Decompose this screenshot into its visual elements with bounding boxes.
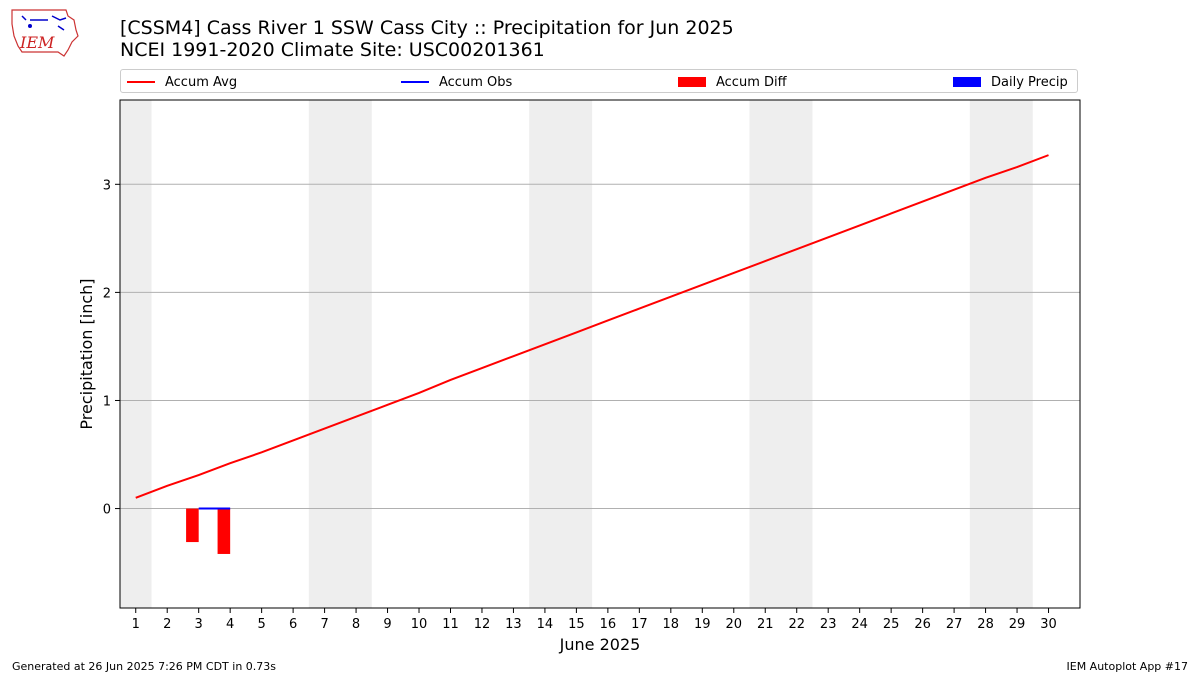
- app-label: IEM Autoplot App #17: [1066, 660, 1189, 673]
- y-tick-label: 3: [103, 178, 111, 193]
- legend-item-accum-avg: Accum Avg: [127, 73, 237, 91]
- x-tick-label: 13: [505, 617, 522, 632]
- x-tick-label: 30: [1040, 617, 1057, 632]
- y-axis-ticks: 0 1 2 3: [103, 178, 120, 518]
- weekend-band: [749, 100, 813, 608]
- y-axis-label: Precipitation [inch]: [77, 278, 96, 429]
- x-tick-label: 12: [474, 617, 491, 632]
- series-line-accum-avg: [135, 154, 1049, 499]
- iem-logo: IEM: [11, 9, 79, 57]
- x-tick-label: 19: [694, 617, 711, 632]
- legend-label-accum-obs: Accum Obs: [439, 74, 513, 90]
- weekend-band: [969, 100, 1033, 608]
- y-tick-label: 0: [103, 503, 111, 518]
- legend-swatch-accum-obs: [401, 81, 429, 83]
- legend: Accum Avg Accum Obs Accum Diff Daily Pre…: [120, 69, 1078, 93]
- x-tick-label: 8: [352, 617, 360, 632]
- x-tick-label: 9: [383, 617, 391, 632]
- generated-timestamp: Generated at 26 Jun 2025 7:26 PM CDT in …: [12, 660, 277, 673]
- legend-item-accum-obs: Accum Obs: [401, 73, 512, 91]
- legend-label-accum-avg: Accum Avg: [165, 74, 238, 90]
- x-tick-label: 2: [163, 617, 171, 632]
- legend-label-accum-diff: Accum Diff: [716, 74, 787, 90]
- weekend-band: [529, 100, 593, 608]
- x-tick-label: 15: [568, 617, 585, 632]
- logo-text: IEM: [19, 33, 55, 52]
- x-axis-label: June 2025: [559, 635, 641, 654]
- legend-item-accum-diff: Accum Diff: [678, 73, 787, 91]
- weekend-band: [308, 100, 372, 608]
- y-tick-label: 2: [103, 286, 111, 301]
- x-tick-label: 27: [946, 617, 963, 632]
- x-tick-label: 25: [883, 617, 900, 632]
- x-tick-label: 21: [757, 617, 774, 632]
- x-tick-label: 6: [289, 617, 297, 632]
- x-tick-label: 4: [226, 617, 234, 632]
- x-tick-label: 17: [631, 617, 648, 632]
- weekend-band: [120, 100, 152, 608]
- x-tick-label: 20: [725, 617, 742, 632]
- y-tick-label: 1: [103, 394, 111, 409]
- x-tick-label: 1: [132, 617, 140, 632]
- x-tick-label: 16: [600, 617, 617, 632]
- x-tick-label: 3: [195, 617, 203, 632]
- x-axis-ticks: 1 2 3 4 5 6 7 8 9 10 11 12 13 14 15 16 17 18 19 20 21 22 23 24 2…: [132, 608, 1057, 632]
- legend-swatch-accum-avg: [127, 81, 155, 83]
- bar-accum-diff: [217, 508, 231, 554]
- x-tick-label: 11: [442, 617, 459, 632]
- chart-subtitle: NCEI 1991-2020 Climate Site: USC00201361: [120, 39, 545, 61]
- x-tick-label: 22: [788, 617, 805, 632]
- x-tick-label: 24: [851, 617, 868, 632]
- x-tick-label: 18: [663, 617, 680, 632]
- weekend-bands: [120, 100, 1033, 608]
- x-tick-label: 5: [257, 617, 265, 632]
- x-tick-label: 7: [320, 617, 328, 632]
- x-tick-label: 26: [914, 617, 931, 632]
- series-lines: [135, 154, 1049, 510]
- x-tick-label: 28: [977, 617, 994, 632]
- gridlines: [120, 183, 1080, 510]
- legend-swatch-accum-diff: [678, 77, 706, 87]
- chart-title: [CSSM4] Cass River 1 SSW Cass City :: Pr…: [120, 17, 734, 39]
- legend-swatch-daily-precip: [953, 77, 981, 87]
- plot-frame: [119, 99, 1081, 609]
- bars: [186, 508, 231, 554]
- legend-label-daily-precip: Daily Precip: [991, 74, 1068, 90]
- x-tick-label: 29: [1009, 617, 1026, 632]
- legend-item-daily-precip: Daily Precip: [953, 73, 1068, 91]
- x-tick-label: 10: [411, 617, 428, 632]
- x-tick-label: 23: [820, 617, 837, 632]
- x-tick-label: 14: [537, 617, 554, 632]
- bar-accum-diff: [186, 508, 199, 543]
